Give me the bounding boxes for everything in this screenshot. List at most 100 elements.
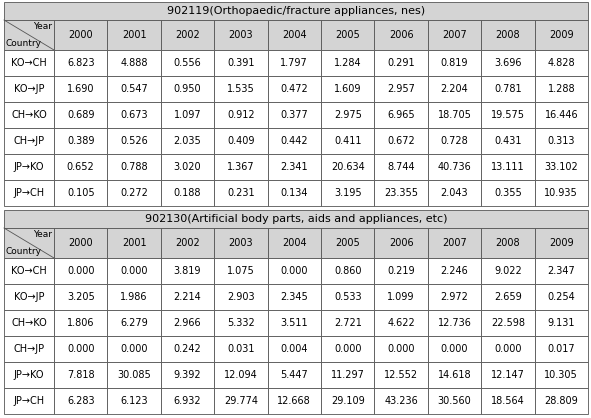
- Text: 1.806: 1.806: [67, 318, 95, 328]
- Bar: [214, 128, 268, 154]
- Text: 4.888: 4.888: [121, 58, 148, 68]
- Bar: [108, 180, 161, 206]
- Bar: [4, 388, 54, 414]
- Text: 0.652: 0.652: [67, 162, 95, 172]
- Bar: [161, 362, 214, 388]
- Bar: [321, 50, 375, 76]
- Bar: [375, 228, 428, 258]
- Bar: [375, 102, 428, 128]
- Text: 23.355: 23.355: [384, 188, 418, 198]
- Bar: [161, 76, 214, 102]
- Bar: [375, 20, 428, 50]
- Text: 18.564: 18.564: [491, 396, 525, 406]
- Bar: [375, 310, 428, 336]
- Bar: [4, 180, 54, 206]
- Bar: [321, 228, 375, 258]
- Text: CH→JP: CH→JP: [14, 136, 44, 146]
- Text: 1.284: 1.284: [334, 58, 362, 68]
- Bar: [321, 128, 375, 154]
- Bar: [54, 310, 108, 336]
- Text: KO→JP: KO→JP: [14, 292, 44, 302]
- Bar: [321, 362, 375, 388]
- Bar: [54, 128, 108, 154]
- Text: KO→JP: KO→JP: [14, 84, 44, 94]
- Text: JP→CH: JP→CH: [14, 396, 44, 406]
- Bar: [375, 180, 428, 206]
- Text: 0.672: 0.672: [387, 136, 415, 146]
- Text: 0.391: 0.391: [227, 58, 255, 68]
- Text: 40.736: 40.736: [437, 162, 472, 172]
- Bar: [54, 180, 108, 206]
- Bar: [535, 154, 588, 180]
- Text: 2009: 2009: [549, 238, 574, 248]
- Bar: [535, 20, 588, 50]
- Text: 30.085: 30.085: [117, 370, 151, 380]
- Bar: [375, 362, 428, 388]
- Bar: [4, 210, 588, 228]
- Text: 2.035: 2.035: [174, 136, 202, 146]
- Bar: [428, 310, 481, 336]
- Bar: [214, 388, 268, 414]
- Bar: [4, 50, 54, 76]
- Text: 3.205: 3.205: [67, 292, 95, 302]
- Bar: [321, 180, 375, 206]
- Bar: [481, 284, 535, 310]
- Text: 0.860: 0.860: [334, 266, 362, 276]
- Text: 4.622: 4.622: [387, 318, 415, 328]
- Text: 19.575: 19.575: [491, 110, 525, 120]
- Bar: [108, 388, 161, 414]
- Bar: [108, 336, 161, 362]
- Text: 2.966: 2.966: [174, 318, 202, 328]
- Text: 2.721: 2.721: [334, 318, 362, 328]
- Text: Country: Country: [6, 247, 42, 256]
- Bar: [54, 258, 108, 284]
- Bar: [375, 50, 428, 76]
- Bar: [161, 310, 214, 336]
- Text: Year: Year: [33, 22, 52, 31]
- Text: 0.689: 0.689: [67, 110, 95, 120]
- Text: 4.828: 4.828: [547, 58, 575, 68]
- Bar: [268, 20, 321, 50]
- Text: 2.347: 2.347: [547, 266, 575, 276]
- Text: 0.000: 0.000: [67, 266, 95, 276]
- Text: 6.283: 6.283: [67, 396, 95, 406]
- Bar: [268, 180, 321, 206]
- Bar: [214, 310, 268, 336]
- Text: 0.411: 0.411: [334, 136, 362, 146]
- Bar: [214, 228, 268, 258]
- Bar: [54, 154, 108, 180]
- Text: 9.131: 9.131: [547, 318, 575, 328]
- Text: 0.031: 0.031: [227, 344, 255, 354]
- Text: 10.935: 10.935: [544, 188, 578, 198]
- Bar: [108, 102, 161, 128]
- Text: 2000: 2000: [69, 30, 93, 40]
- Bar: [161, 284, 214, 310]
- Text: 902130(Artificial body parts, aids and appliances, etc): 902130(Artificial body parts, aids and a…: [145, 214, 447, 224]
- Bar: [375, 284, 428, 310]
- Bar: [268, 50, 321, 76]
- Bar: [108, 310, 161, 336]
- Bar: [214, 154, 268, 180]
- Bar: [481, 388, 535, 414]
- Bar: [268, 228, 321, 258]
- Bar: [481, 258, 535, 284]
- Bar: [535, 76, 588, 102]
- Text: 0.728: 0.728: [441, 136, 469, 146]
- Text: 0.000: 0.000: [441, 344, 468, 354]
- Bar: [321, 336, 375, 362]
- Text: 0.000: 0.000: [494, 344, 522, 354]
- Bar: [214, 258, 268, 284]
- Text: 0.547: 0.547: [120, 84, 148, 94]
- Text: 8.744: 8.744: [387, 162, 415, 172]
- Bar: [214, 180, 268, 206]
- Bar: [4, 20, 54, 50]
- Bar: [161, 258, 214, 284]
- Text: 2.043: 2.043: [441, 188, 468, 198]
- Text: 2008: 2008: [496, 30, 520, 40]
- Bar: [428, 50, 481, 76]
- Text: 0.781: 0.781: [494, 84, 522, 94]
- Bar: [535, 362, 588, 388]
- Bar: [481, 180, 535, 206]
- Bar: [428, 20, 481, 50]
- Text: 0.291: 0.291: [387, 58, 415, 68]
